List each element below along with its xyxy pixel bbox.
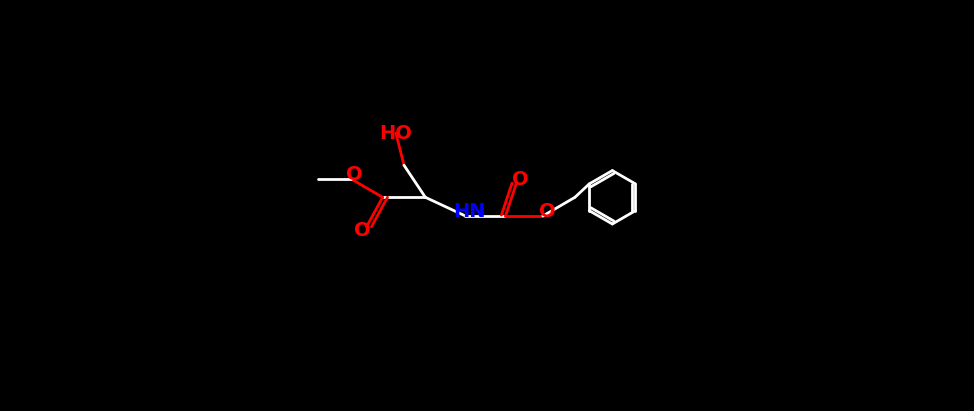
Text: HO: HO xyxy=(380,124,412,143)
Text: O: O xyxy=(346,165,362,184)
Text: HN: HN xyxy=(453,202,486,222)
Text: O: O xyxy=(355,221,371,240)
Text: O: O xyxy=(539,202,555,222)
Text: O: O xyxy=(512,170,529,189)
